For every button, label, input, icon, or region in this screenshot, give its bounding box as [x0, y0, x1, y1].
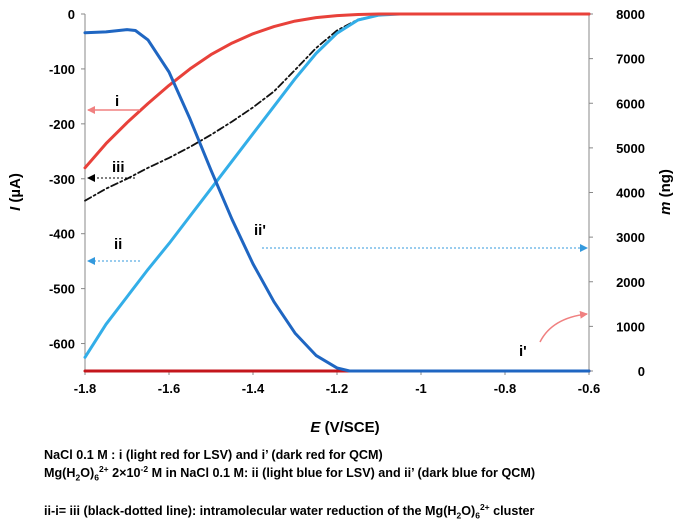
right-tick-label: 1000	[616, 319, 645, 334]
series-i-line	[83, 12, 591, 170]
plot-frame	[84, 14, 590, 372]
annotation-i-prime: i'	[519, 343, 527, 360]
right-tick-label: 5000	[616, 141, 645, 156]
right-tick-label: 6000	[616, 96, 645, 111]
x-tick-label: -1.8	[74, 381, 96, 396]
x-tick-label: -1	[415, 381, 427, 396]
right-tick-label: 7000	[616, 52, 645, 67]
x-tick-label: -1.2	[326, 381, 348, 396]
series-ii-prime-line	[83, 28, 591, 373]
right-tick-label: 8000	[616, 7, 645, 22]
annotation-ii-prime: ii'	[254, 222, 266, 239]
right-tick-label: 4000	[616, 186, 645, 201]
left-axis-title: I (µA)	[7, 173, 24, 211]
arrow-i-prime	[539, 310, 588, 343]
annotation-i: i	[115, 93, 119, 110]
right-axis-ticks: 0 1000 2000 3000 4000 5000 6000 7000 8000	[589, 7, 645, 379]
left-tick-label: -400	[49, 227, 75, 242]
series-iii-line	[84, 13, 590, 202]
x-tick-label: -0.6	[578, 381, 600, 396]
annotation-ii: ii	[114, 236, 122, 253]
series-lines	[83, 12, 591, 373]
right-axis-title: m (ng)	[657, 169, 674, 215]
caption-line-3: ii-i= iii (black-dotted line): intramole…	[44, 501, 535, 521]
annotation-iii: iii	[112, 159, 125, 176]
right-tick-label: 0	[638, 364, 645, 379]
left-tick-label: -200	[49, 117, 75, 132]
left-axis-ticks: 0 -100 -200 -300 -400 -500 -600	[49, 7, 85, 352]
caption-line-1: NaCl 0.1 M : i (light red for LSV) and i…	[44, 448, 383, 462]
series-ii-line	[83, 12, 591, 359]
x-tick-label: -1.4	[242, 381, 265, 396]
x-axis-ticks: -1.8 -1.6 -1.4 -1.2 -1 -0.8 -0.6	[74, 371, 600, 396]
left-tick-label: -500	[49, 282, 75, 297]
right-tick-label: 2000	[616, 275, 645, 290]
left-tick-label: -300	[49, 172, 75, 187]
x-tick-label: -1.6	[158, 381, 180, 396]
right-tick-label: 3000	[616, 230, 645, 245]
caption-line-2: Mg(H2O)62+ 2×10-2 M in NaCl 0.1 M: ii (l…	[44, 463, 536, 483]
x-axis-title: E (V/SCE)	[310, 419, 379, 436]
left-tick-label: 0	[68, 7, 75, 22]
left-tick-label: -100	[49, 62, 75, 77]
x-tick-label: -0.8	[494, 381, 516, 396]
chart: -1.8 -1.6 -1.4 -1.2 -1 -0.8 -0.6 0 -100 -200 -300…	[7, 7, 674, 436]
annotation-arrows	[87, 106, 588, 343]
left-tick-label: -600	[49, 337, 75, 352]
